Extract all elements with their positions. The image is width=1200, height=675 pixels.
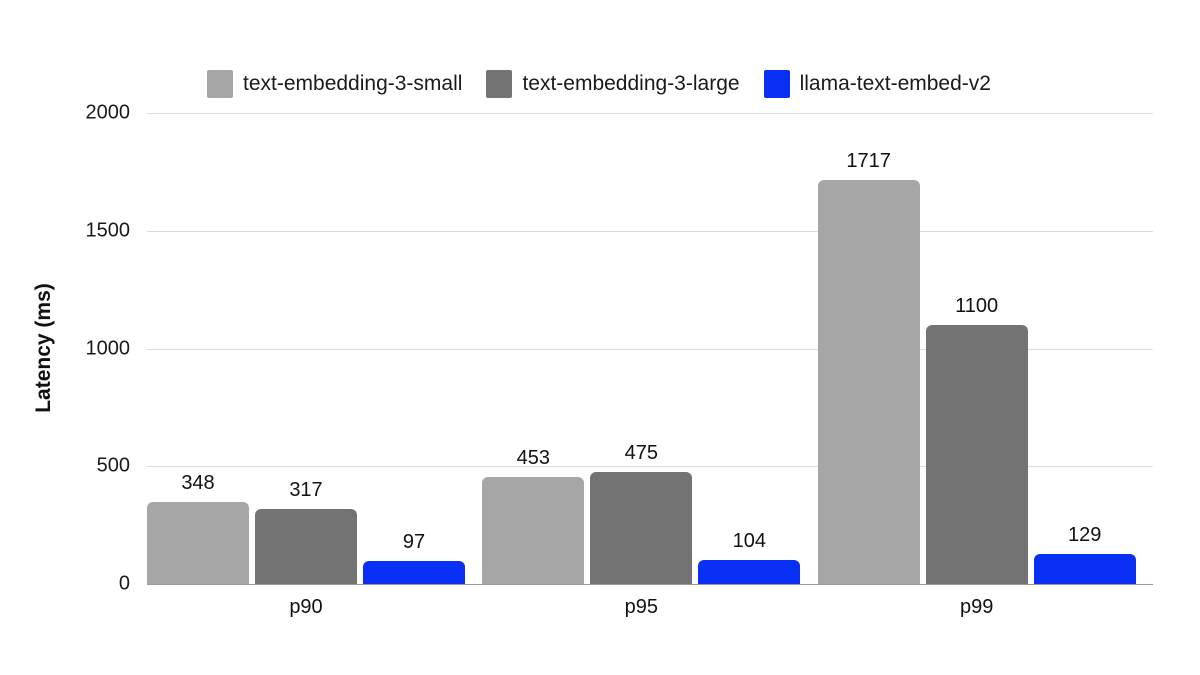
data-label: 475	[624, 442, 659, 465]
legend-swatch	[763, 70, 790, 98]
data-label: 317	[289, 479, 323, 502]
data-label: 1100	[955, 294, 999, 317]
legend-swatch	[207, 70, 233, 98]
x-tick-label: p90	[289, 596, 323, 618]
y-tick-label: 0	[118, 572, 130, 595]
gridline	[147, 113, 1153, 114]
x-tick-label: p95	[624, 596, 659, 618]
gridline	[147, 230, 1153, 232]
y-tick-label: 1000	[85, 337, 131, 359]
gridline	[147, 466, 1153, 468]
y-axis-label: Latency (ms)	[32, 283, 55, 413]
legend-label: text-embedding-3-large	[522, 72, 740, 95]
bar-p95-0	[482, 477, 585, 584]
legend-swatch	[486, 70, 513, 98]
y-tick-label: 1500	[85, 219, 131, 242]
y-tick-label: 2000	[85, 101, 131, 124]
gridline	[147, 348, 1153, 350]
legend-item-large: text-embedding-3-large	[486, 70, 740, 98]
bar-p90-1	[255, 509, 357, 584]
legend-label: text-embedding-3-small	[243, 72, 463, 95]
data-label: 129	[1067, 523, 1102, 546]
bar-p95-1	[590, 472, 693, 584]
x-axis-line	[147, 584, 1153, 585]
legend-item-llama: llama-text-embed-v2	[763, 70, 991, 98]
data-label: 348	[181, 472, 215, 495]
legend-label: llama-text-embed-v2	[799, 72, 991, 95]
data-label: 97	[402, 531, 426, 554]
data-label: 1717	[846, 149, 891, 172]
bar-p99-0	[817, 179, 920, 584]
bar-p90-0	[147, 502, 249, 584]
bar-p95-2	[698, 559, 801, 584]
x-tick-label: p99	[959, 596, 994, 618]
legend-item-small: text-embedding-3-small	[207, 70, 462, 98]
legend: text-embedding-3-small text-embedding-3-…	[207, 70, 1015, 98]
bar-p90-2	[363, 561, 465, 584]
bar-p99-2	[1033, 553, 1136, 584]
data-label: 104	[732, 529, 767, 552]
y-tick-label: 500	[96, 454, 130, 477]
bar-p99-1	[925, 324, 1028, 584]
data-label: 453	[516, 447, 551, 470]
